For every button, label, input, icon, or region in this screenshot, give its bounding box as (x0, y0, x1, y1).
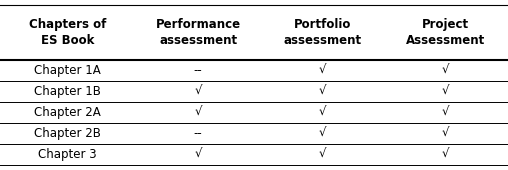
Text: Chapter 3: Chapter 3 (38, 148, 97, 161)
Text: Portfolio
assessment: Portfolio assessment (283, 18, 362, 47)
Text: √: √ (319, 127, 326, 140)
Text: Chapter 2A: Chapter 2A (34, 106, 101, 119)
Text: Project
Assessment: Project Assessment (406, 18, 486, 47)
Text: Chapter 2B: Chapter 2B (34, 127, 101, 140)
Text: √: √ (319, 85, 326, 98)
Text: Chapter 1A: Chapter 1A (34, 64, 101, 76)
Text: √: √ (319, 148, 326, 161)
Text: √: √ (319, 106, 326, 119)
Text: Chapters of
ES Book: Chapters of ES Book (28, 18, 106, 47)
Text: √: √ (442, 127, 450, 140)
Text: --: -- (194, 64, 203, 76)
Text: Performance
assessment: Performance assessment (155, 18, 241, 47)
Text: √: √ (442, 64, 450, 76)
Text: √: √ (442, 85, 450, 98)
Text: √: √ (195, 85, 202, 98)
Text: √: √ (442, 106, 450, 119)
Text: √: √ (442, 148, 450, 161)
Text: --: -- (194, 127, 203, 140)
Text: √: √ (195, 148, 202, 161)
Text: √: √ (195, 106, 202, 119)
Text: √: √ (319, 64, 326, 76)
Text: Chapter 1B: Chapter 1B (34, 85, 101, 98)
